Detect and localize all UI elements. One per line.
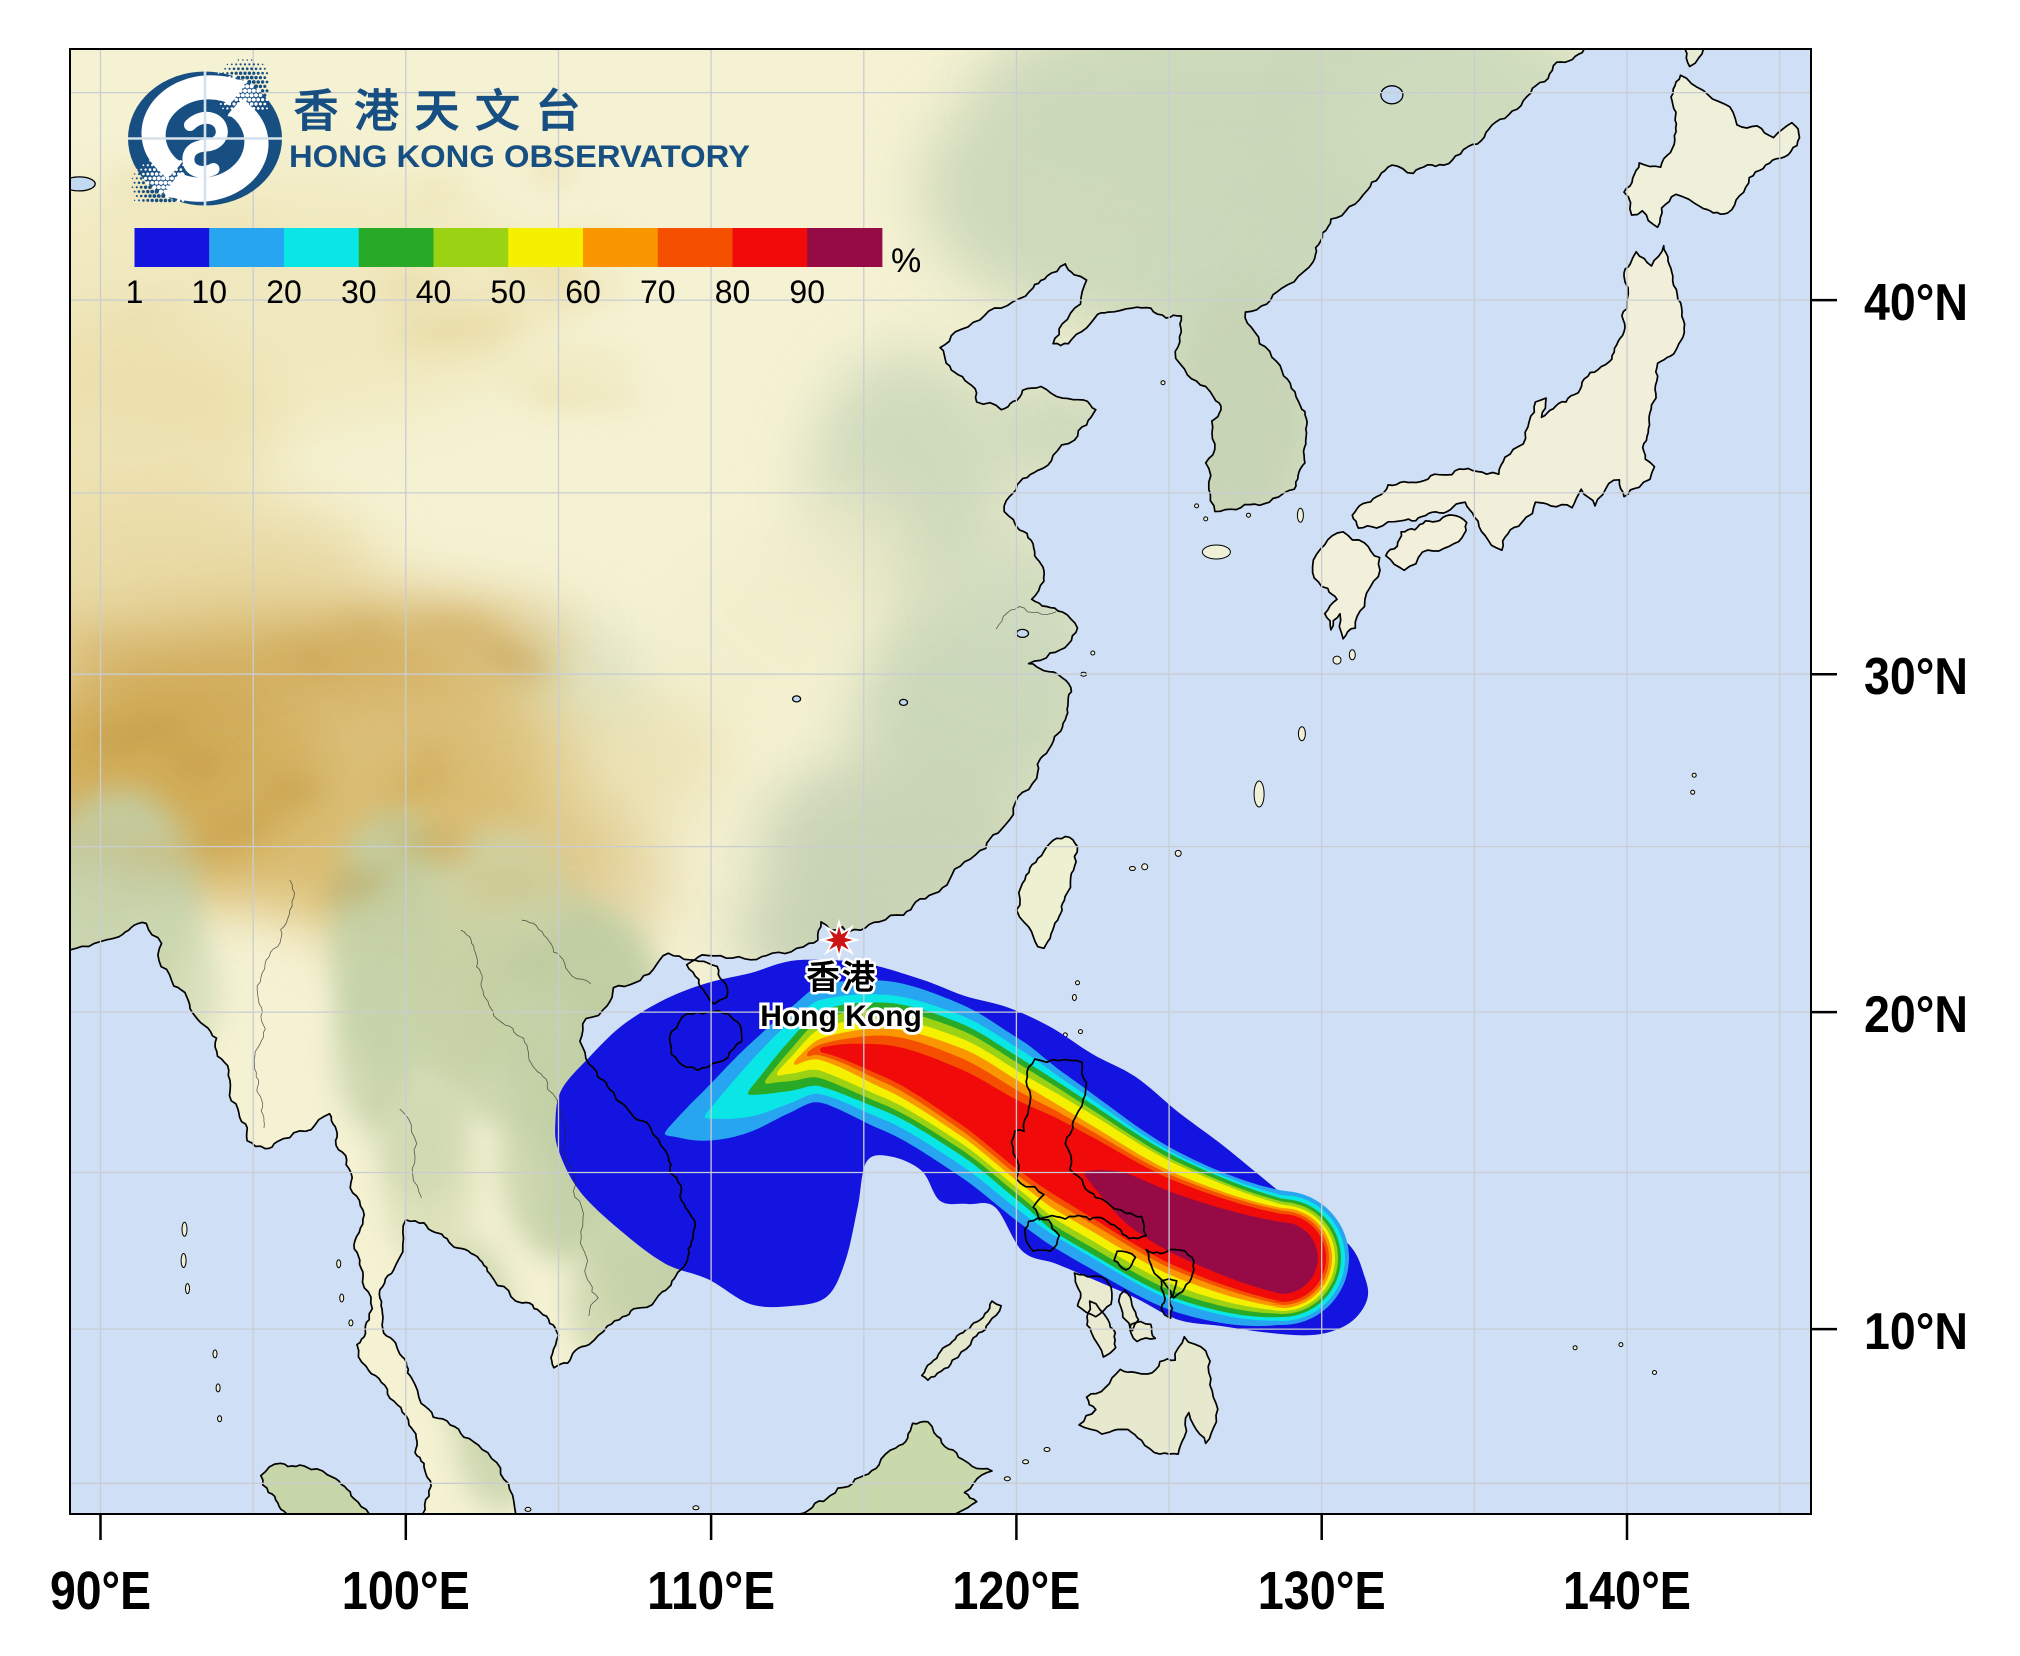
svg-text:Hong Kong: Hong Kong (760, 1000, 922, 1033)
svg-text:50: 50 (490, 274, 526, 310)
svg-text:90: 90 (789, 274, 825, 310)
svg-text:30°N: 30°N (1864, 648, 1968, 706)
svg-text:20°N: 20°N (1864, 986, 1968, 1044)
svg-text:1: 1 (126, 274, 144, 310)
svg-text:140°E: 140°E (1563, 1561, 1691, 1621)
svg-text:40°N: 40°N (1864, 274, 1968, 332)
svg-text:%: % (891, 242, 921, 280)
svg-text:110°E: 110°E (647, 1561, 775, 1621)
svg-text:70: 70 (640, 274, 676, 310)
svg-text:30: 30 (341, 274, 377, 310)
svg-text:10°N: 10°N (1864, 1303, 1968, 1361)
svg-text:100°E: 100°E (342, 1561, 470, 1621)
svg-text:40: 40 (416, 274, 452, 310)
svg-text:HONG KONG OBSERVATORY: HONG KONG OBSERVATORY (289, 138, 750, 174)
svg-text:80: 80 (715, 274, 751, 310)
svg-text:120°E: 120°E (952, 1561, 1080, 1621)
svg-text:90°E: 90°E (50, 1561, 151, 1621)
svg-text:60: 60 (565, 274, 601, 310)
svg-text:20: 20 (266, 274, 302, 310)
svg-text:130°E: 130°E (1258, 1561, 1386, 1621)
svg-text:10: 10 (191, 274, 227, 310)
